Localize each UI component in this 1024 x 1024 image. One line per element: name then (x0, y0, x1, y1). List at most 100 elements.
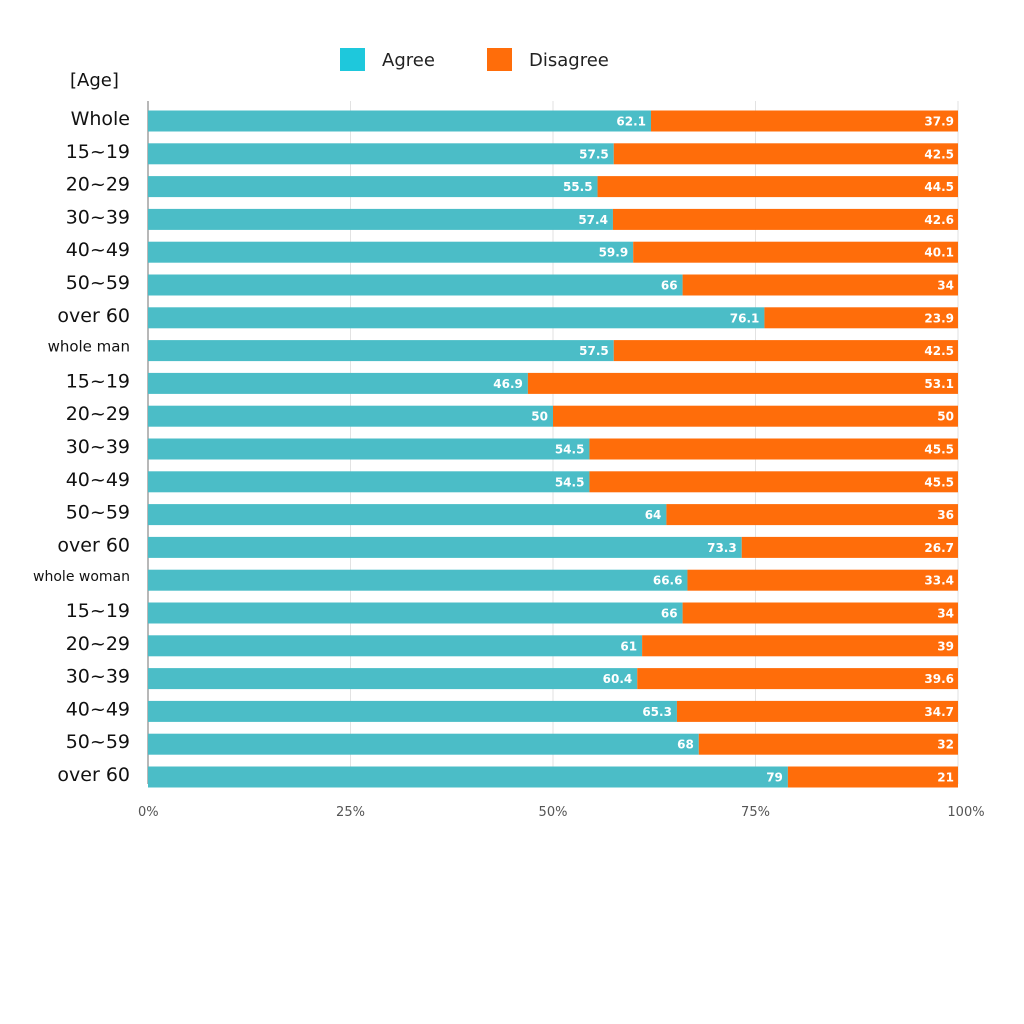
bar-disagree (651, 110, 958, 132)
y-axis-title: [Age] (70, 70, 119, 91)
bar-disagree (589, 438, 958, 460)
category-label: 15~19 (66, 141, 130, 163)
x-tick-labels: 0% 25% 50% 75% 100% (138, 805, 985, 820)
data-label-agree: 61 (620, 639, 637, 653)
data-label-agree: 57.5 (579, 147, 609, 161)
data-label-agree: 59.9 (599, 246, 629, 260)
data-label-agree: 66.6 (653, 574, 683, 588)
data-label-disagree: 34.7 (924, 705, 954, 719)
data-label-agree: 54.5 (555, 443, 585, 457)
x-tick-label: 75% (741, 805, 770, 820)
bar-disagree (612, 208, 958, 230)
data-label-disagree: 39 (937, 639, 954, 653)
category-label: 30~39 (66, 666, 130, 688)
bar-disagree (637, 668, 958, 690)
bar-disagree (741, 536, 958, 558)
legend-label-agree: Agree (382, 50, 435, 71)
category-label: 50~59 (66, 731, 130, 753)
bars: 62.1 37.9 57.5 42.5 55.5 44.5 57.4 42.6 59.9 40.1… (148, 110, 958, 788)
data-label-disagree: 40.1 (924, 246, 954, 260)
bar-agree (148, 208, 613, 230)
data-label-agree: 68 (677, 738, 694, 752)
bar-agree (148, 668, 638, 690)
data-label-agree: 79 (766, 771, 783, 785)
bar-disagree (613, 340, 958, 362)
x-tick-label: 0% (138, 805, 159, 820)
bar-disagree (553, 405, 958, 427)
bar-disagree (698, 733, 958, 755)
bar-agree (148, 766, 788, 788)
data-label-disagree: 45.5 (924, 475, 954, 489)
data-label-disagree: 37.9 (924, 115, 954, 129)
data-label-disagree: 34 (937, 279, 954, 293)
bar-disagree (613, 143, 958, 165)
bar-agree (148, 536, 742, 558)
bar-disagree (666, 504, 958, 526)
bar-agree (148, 110, 652, 132)
data-label-agree: 64 (645, 508, 662, 522)
data-label-disagree: 26.7 (924, 541, 954, 555)
bar-disagree (527, 372, 958, 394)
bar-agree (148, 635, 643, 657)
data-label-disagree: 21 (937, 771, 954, 785)
data-label-agree: 66 (661, 279, 678, 293)
data-label-disagree: 32 (937, 738, 954, 752)
legend-label-disagree: Disagree (529, 50, 609, 71)
data-label-disagree: 33.4 (924, 574, 954, 588)
bar-disagree (633, 241, 958, 263)
category-labels: Whole 15~19 20~29 30~39 40~49 50~59 over 60 who… (33, 108, 130, 786)
data-label-disagree: 42.5 (924, 147, 954, 161)
category-label: 15~19 (66, 370, 130, 392)
data-label-agree: 46.9 (493, 377, 523, 391)
bar-agree (148, 504, 667, 526)
bar-agree (148, 700, 677, 722)
legend: Agree Disagree (340, 48, 609, 71)
category-label: 20~29 (66, 403, 130, 425)
bar-agree (148, 405, 553, 427)
bar-disagree (764, 307, 958, 329)
data-label-agree: 54.5 (555, 475, 585, 489)
x-tick-label: 25% (336, 805, 365, 820)
category-label: 15~19 (66, 600, 130, 622)
legend-swatch-disagree (487, 48, 512, 71)
category-label: 40~49 (66, 698, 130, 720)
data-label-disagree: 42.6 (924, 213, 954, 227)
bar-disagree (687, 569, 958, 591)
data-label-agree: 73.3 (707, 541, 737, 555)
bar-disagree (589, 471, 958, 493)
data-label-agree: 57.4 (578, 213, 608, 227)
category-label: over 60 (57, 764, 130, 786)
data-label-agree: 55.5 (563, 180, 593, 194)
data-label-disagree: 39.6 (924, 672, 954, 686)
data-label-disagree: 50 (937, 410, 954, 424)
bar-agree (148, 143, 614, 165)
bar-agree (148, 471, 590, 493)
data-label-disagree: 23.9 (924, 311, 954, 325)
legend-swatch-agree (340, 48, 365, 71)
data-label-disagree: 53.1 (924, 377, 954, 391)
data-label-disagree: 45.5 (924, 443, 954, 457)
category-label: 40~49 (66, 239, 130, 261)
data-label-agree: 66 (661, 607, 678, 621)
data-label-agree: 57.5 (579, 344, 609, 358)
category-label: 30~39 (66, 436, 130, 458)
data-label-disagree: 34 (937, 607, 954, 621)
bar-disagree (676, 700, 958, 722)
bar-agree (148, 733, 699, 755)
bar-agree (148, 438, 590, 460)
bar-agree (148, 241, 634, 263)
data-label-disagree: 42.5 (924, 344, 954, 358)
data-label-agree: 62.1 (616, 115, 646, 129)
category-label: whole man (48, 338, 130, 356)
bar-disagree (682, 274, 958, 296)
bar-agree (148, 340, 614, 362)
x-tick-label: 50% (539, 805, 568, 820)
bar-agree (148, 176, 598, 198)
bar-disagree (642, 635, 958, 657)
category-label: Whole (71, 108, 130, 130)
data-label-agree: 60.4 (603, 672, 633, 686)
category-label: 30~39 (66, 206, 130, 228)
data-label-disagree: 44.5 (924, 180, 954, 194)
bar-disagree (597, 176, 958, 198)
